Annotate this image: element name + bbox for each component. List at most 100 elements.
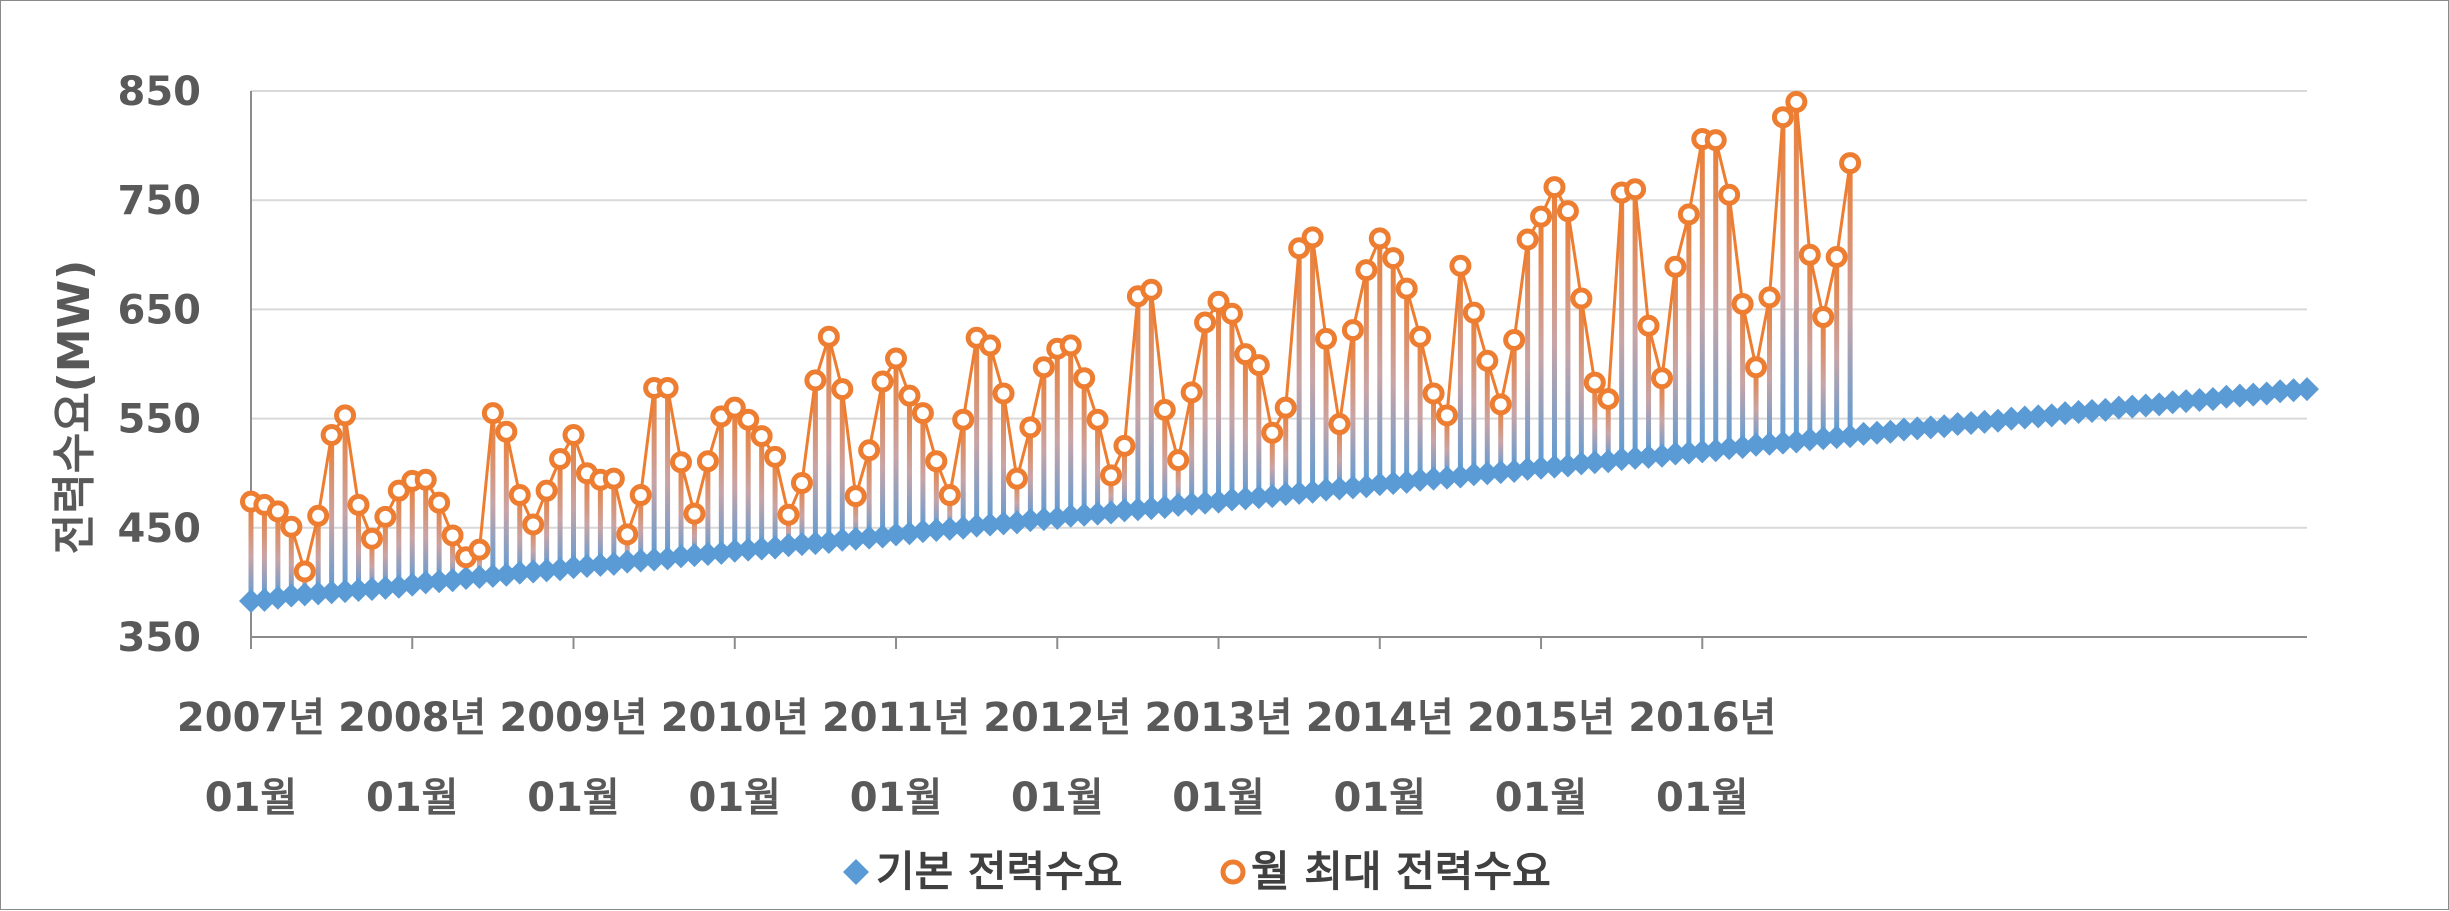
drop-line <box>1041 367 1047 520</box>
data-point-peak <box>320 423 343 446</box>
data-point-base <box>695 542 720 567</box>
x-tick-label-year: 2007년 <box>177 695 325 741</box>
data-point-base <box>1663 441 1688 466</box>
data-point-base <box>1327 476 1352 501</box>
data-point-peak <box>790 472 813 495</box>
data-point-base <box>1542 454 1567 479</box>
data-point-base <box>319 580 344 605</box>
data-point-base <box>964 513 989 538</box>
data-point-base <box>628 548 653 573</box>
data-point-peak <box>1677 203 1700 226</box>
data-point-peak <box>817 325 840 348</box>
drop-line <box>611 478 617 564</box>
data-point-base <box>1246 485 1271 510</box>
legend-marker-base <box>843 859 869 885</box>
data-point-base <box>1945 412 1970 437</box>
data-point-peak <box>481 402 504 425</box>
data-point-base <box>1072 502 1097 527</box>
data-point-peak <box>495 420 518 443</box>
drop-line <box>1014 478 1020 523</box>
drop-line <box>1807 254 1813 440</box>
data-point-peak <box>992 382 1015 405</box>
drop-line <box>1753 367 1759 445</box>
x-tick-label-year: 2011년 <box>822 695 970 741</box>
drop-line <box>490 413 496 576</box>
drop-line <box>261 504 267 600</box>
drop-line <box>678 462 684 557</box>
data-point-peak <box>562 423 585 446</box>
data-point-base <box>722 538 747 563</box>
drop-line <box>1444 415 1450 478</box>
drop-line <box>1740 303 1746 447</box>
data-point-peak <box>602 467 625 490</box>
data-point-peak <box>750 425 773 448</box>
drop-line <box>1686 214 1692 453</box>
data-point-peak <box>1341 319 1364 342</box>
drop-line <box>1672 266 1678 454</box>
x-tick-label-month: 01월 <box>1656 775 1748 821</box>
data-point-peak <box>1462 301 1485 324</box>
data-point-peak <box>1597 387 1620 410</box>
data-point-peak <box>737 408 760 431</box>
data-point-base <box>1273 481 1298 506</box>
data-point-peak <box>670 451 693 474</box>
data-point-base <box>2026 404 2051 429</box>
data-point-base <box>1112 498 1137 523</box>
data-point-base <box>2012 405 2037 430</box>
drop-line <box>906 395 912 534</box>
x-tick-label-month: 01월 <box>205 775 297 821</box>
data-point-peak <box>1395 277 1418 300</box>
data-point-peak <box>1194 311 1217 334</box>
data-point-base <box>346 578 371 603</box>
data-point-peak <box>1059 334 1082 357</box>
drop-line <box>1162 409 1168 508</box>
drop-line <box>517 495 523 573</box>
data-point-base <box>1529 455 1554 480</box>
drop-line <box>476 549 482 577</box>
data-point-base <box>1367 472 1392 497</box>
data-point-peak <box>1140 278 1163 301</box>
data-point-base <box>1488 460 1513 485</box>
data-point-base <box>2281 378 2306 403</box>
drop-line <box>436 502 442 582</box>
data-point-peak <box>979 334 1002 357</box>
data-point-base <box>937 516 962 541</box>
data-point-base <box>2106 395 2131 420</box>
data-point-peak <box>1409 325 1432 348</box>
data-point-peak <box>1288 237 1311 260</box>
data-point-base <box>2295 377 2319 402</box>
data-point-base <box>467 564 492 589</box>
data-point-base <box>978 512 1003 537</box>
data-point-base <box>1515 456 1540 481</box>
data-point-base <box>279 583 304 608</box>
data-point-peak <box>468 538 491 561</box>
data-point-peak <box>1435 404 1458 427</box>
x-tick-label-month: 01월 <box>527 775 619 821</box>
drop-line <box>1336 424 1342 489</box>
drop-line <box>1027 427 1033 521</box>
data-point-base <box>413 570 438 595</box>
drop-line <box>1350 330 1356 488</box>
data-point-base <box>991 511 1016 536</box>
drop-line <box>1431 393 1437 479</box>
data-point-base <box>2079 398 2104 423</box>
data-point-base <box>480 563 505 588</box>
data-point-peak <box>938 484 961 507</box>
drop-line <box>1471 312 1477 475</box>
data-point-base <box>2227 383 2252 408</box>
data-point-base <box>843 526 868 551</box>
data-point-peak <box>266 500 289 523</box>
drop-line <box>1148 289 1154 509</box>
data-point-base <box>1475 461 1500 486</box>
data-point-peak <box>1825 245 1848 268</box>
drop-line <box>423 479 429 583</box>
data-point-base <box>1757 431 1782 456</box>
data-point-base <box>1744 432 1769 457</box>
drop-line <box>759 436 765 549</box>
x-tick-label-month: 01월 <box>1011 775 1103 821</box>
drop-line <box>1484 360 1490 474</box>
x-tick-label-year: 2016년 <box>1628 695 1776 741</box>
y-tick-label: 350 <box>118 615 202 661</box>
drop-line <box>1713 140 1719 451</box>
data-point-base <box>359 576 384 601</box>
